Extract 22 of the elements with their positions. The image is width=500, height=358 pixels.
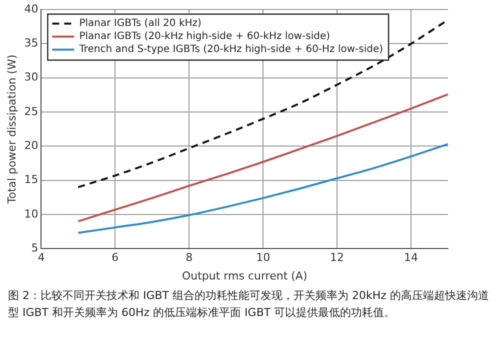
line-series [77, 93, 448, 222]
x-tick-label: 4 [38, 251, 45, 264]
y-tick-label: 15 [24, 173, 38, 186]
legend-label: Trench and S-type IGBTs (20-kHz high-side + 60-Hz low-side) [78, 44, 384, 56]
y-tick-label: 35 [24, 36, 38, 50]
legend-label: Planar IGBTs (20-kHz high-side + 60-kHz low-side) [79, 31, 330, 42]
x-tick-label: 6 [112, 251, 119, 264]
y-tick-label: 10 [24, 207, 38, 220]
y-tick-label: 25 [24, 104, 38, 118]
y-tick-label: 5 [31, 241, 38, 254]
x-tick-label: 8 [186, 251, 193, 264]
x-axis-title: Output rms current (A) [182, 269, 308, 282]
y-axis-title: Total power dissipation (W) [5, 54, 18, 205]
x-tick-label: 12 [330, 251, 344, 264]
x-tick-label: 10 [256, 251, 270, 264]
y-tick-label: 30 [24, 70, 38, 84]
x-tick-label: 14 [404, 251, 418, 264]
caption: 图 2：比较不同开关技术和 IGBT 组合的功耗性能可发现，开关频率为 20kHz 的高压端超快速沟道型 IGBT 和开关频率为 60Hz 的低压端标准平面 IGBT 可以提供最低的功耗值。 [8, 288, 490, 321]
legend-label: Planar IGBTs (all 20 kHz) [79, 18, 202, 30]
y-tick-label: 20 [24, 139, 38, 152]
y-tick-label: 40 [24, 2, 38, 16]
line-series [77, 143, 448, 234]
